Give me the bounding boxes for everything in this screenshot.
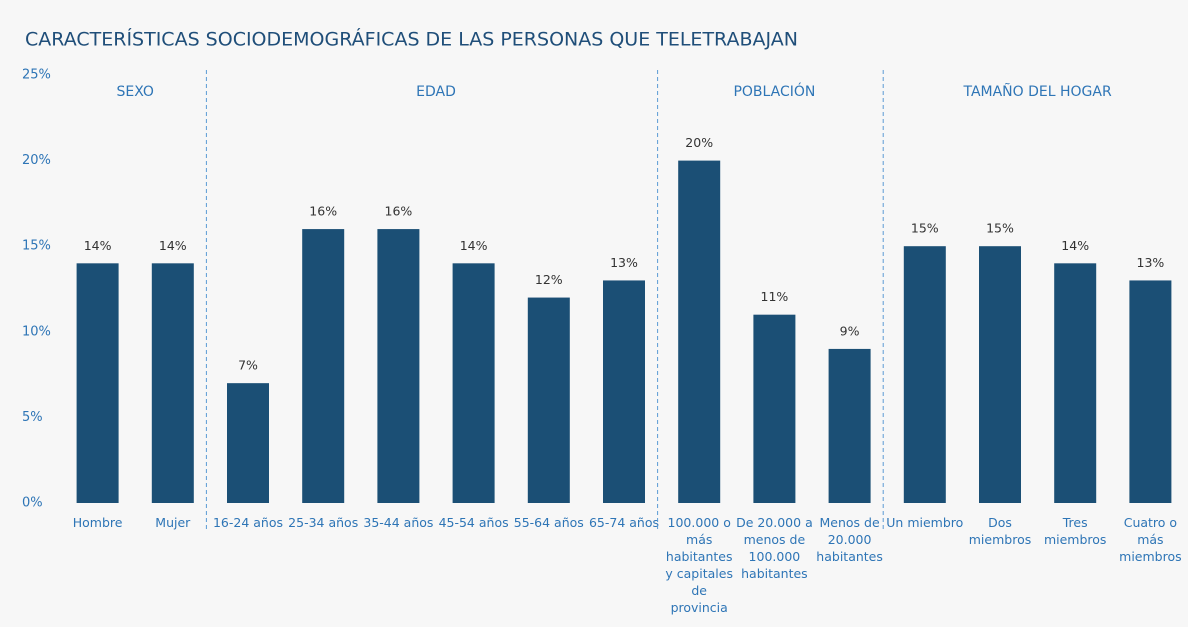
bar — [302, 229, 345, 503]
bar — [377, 229, 420, 503]
bar — [1054, 263, 1097, 503]
value-label: 16% — [309, 204, 337, 219]
value-label: 12% — [535, 272, 563, 287]
value-label: 7% — [238, 358, 258, 373]
y-tick-label: 20% — [22, 153, 51, 168]
value-label: 13% — [610, 255, 638, 270]
value-label: 20% — [685, 135, 713, 150]
x-tick-label: 35-44 años — [363, 515, 433, 530]
bar — [753, 314, 796, 503]
value-label: 14% — [84, 238, 112, 253]
x-tick-label: 25-34 años — [288, 515, 358, 530]
x-tick-label: 100.000 o más habitantes y capitales de provi… — [665, 515, 733, 615]
bar — [76, 263, 119, 503]
x-tick-label: Un miembro — [886, 515, 963, 530]
y-tick-label: 0% — [22, 496, 43, 511]
group-label: POBLACIÓN — [733, 82, 815, 100]
x-tick-label: Dos miembros — [969, 515, 1031, 547]
x-tick-label: 55-64 años — [514, 515, 584, 530]
y-tick-label: 10% — [22, 324, 51, 339]
value-label: 9% — [840, 323, 860, 338]
bar — [527, 297, 570, 503]
x-tick-label: Tres miembros — [1044, 515, 1106, 547]
x-tick-label: Hombre — [73, 515, 123, 530]
group-label: EDAD — [416, 84, 456, 100]
y-tick-label: 25% — [22, 68, 51, 83]
value-label: 16% — [385, 204, 413, 219]
bar — [227, 383, 269, 503]
value-label: 14% — [460, 238, 488, 253]
bar — [452, 263, 495, 503]
value-label: 11% — [761, 289, 789, 304]
bar — [1129, 280, 1172, 503]
chart-title: CARACTERÍSTICAS SOCIODEMOGRÁFICAS DE LAS… — [25, 28, 798, 51]
bar — [979, 246, 1021, 503]
value-label: 15% — [911, 221, 939, 236]
group-label: SEXO — [116, 84, 153, 100]
bar — [678, 160, 721, 503]
value-label: 15% — [986, 221, 1014, 236]
bar — [603, 280, 645, 503]
x-tick-label: 16-24 años — [213, 515, 283, 530]
group-label: TAMAÑO DEL HOGAR — [962, 83, 1111, 100]
bar — [151, 263, 194, 503]
x-tick-label: 65-74 años — [589, 515, 659, 530]
value-label: 13% — [1137, 255, 1165, 270]
bar — [903, 246, 946, 503]
x-tick-label: 45-54 años — [439, 515, 509, 530]
x-tick-label: Mujer — [155, 515, 191, 530]
x-tick-label: Cuatro o más miembros — [1119, 515, 1181, 564]
value-label: 14% — [1061, 238, 1089, 253]
y-tick-label: 15% — [22, 239, 51, 254]
value-label: 14% — [159, 238, 187, 253]
y-tick-label: 5% — [22, 410, 43, 425]
bar — [828, 348, 871, 503]
x-tick-label: Menos de 20.000 habitantes — [816, 515, 883, 564]
x-tick-label: De 20.000 a menos de 100.000 habitantes — [736, 515, 813, 581]
